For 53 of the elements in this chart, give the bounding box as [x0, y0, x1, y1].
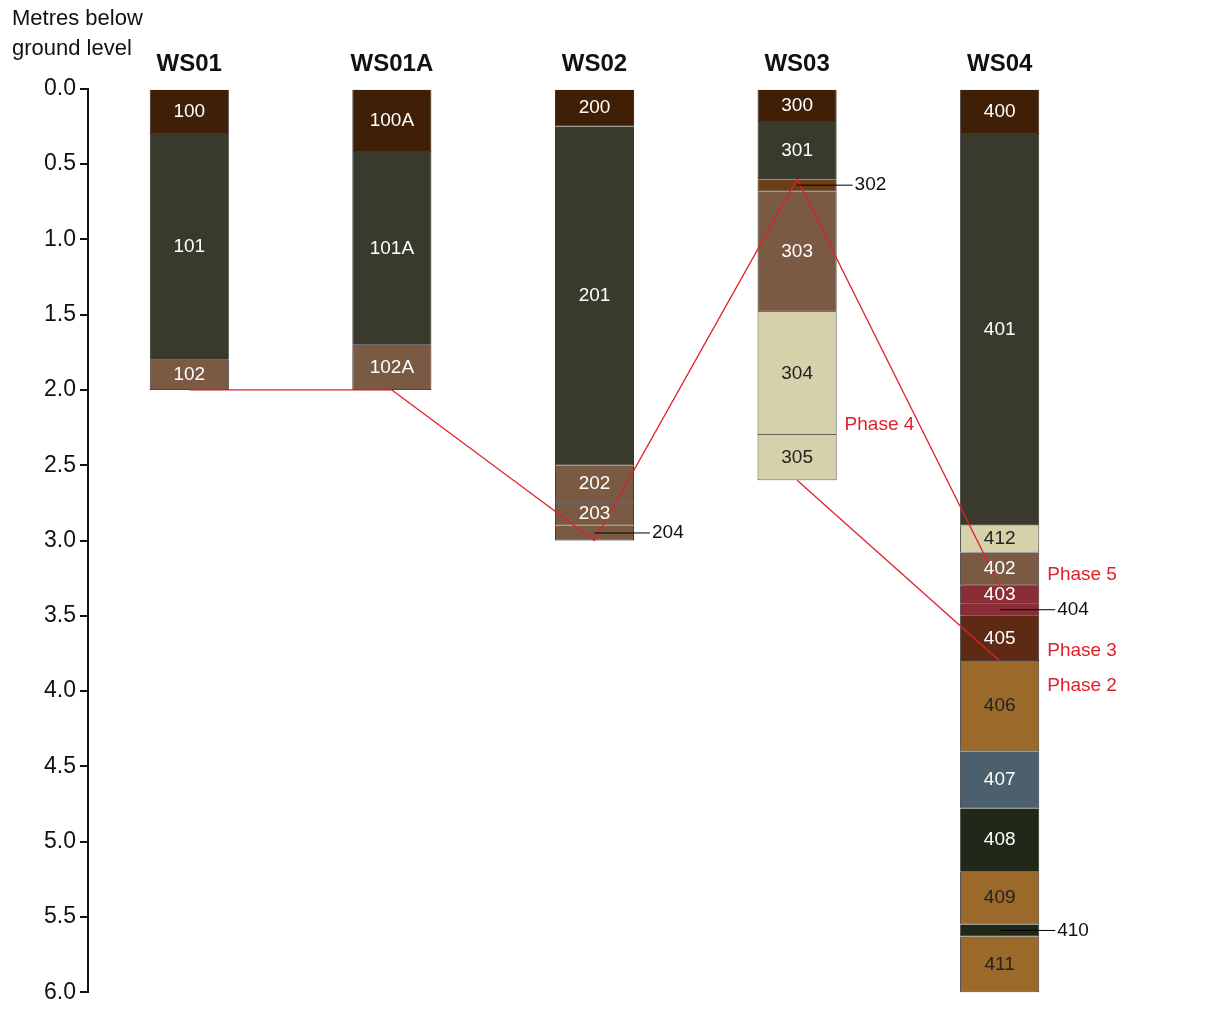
x-tick-label: WS01 [156, 49, 222, 77]
y-tick-label: 2.0 [43, 375, 76, 402]
y-tick-label: 6.0 [43, 977, 76, 1004]
series-label: 402 [983, 557, 1016, 579]
series-label: 412 [983, 527, 1016, 549]
x-tick-label: WS02 [561, 49, 628, 77]
series-label: 400 [983, 100, 1016, 122]
series-label: 305 [781, 445, 813, 467]
y-tick-label: 0.5 [43, 149, 76, 176]
series-label: 100A [369, 109, 415, 131]
series-label: 200 [578, 96, 611, 118]
series-label: 301 [781, 138, 813, 160]
series-label: 408 [983, 828, 1016, 850]
series-label: 201 [578, 284, 611, 306]
y-tick-label: 0.0 [43, 74, 76, 101]
y-tick-label: 4.5 [43, 751, 76, 778]
series-label: 102A [369, 355, 415, 377]
y-tick-label: 3.0 [43, 525, 76, 552]
series-label: 100 [173, 100, 206, 122]
series-label: 102 [173, 363, 206, 385]
series-label: 404 [1057, 598, 1090, 619]
y-tick-label: 2.5 [43, 450, 76, 477]
x-tick-label: WS03 [764, 49, 830, 77]
series-label: 302 [854, 173, 887, 195]
series-label: 409 [983, 886, 1016, 908]
y-tick-label: 3.5 [43, 601, 76, 628]
x-tick-label: WS01A [350, 49, 434, 77]
y-axis-title: Metres below ground level [12, 5, 143, 61]
series-label: 300 [781, 94, 813, 116]
annotation: Phase 4 [844, 412, 915, 434]
annotation: Phase 3 [1047, 638, 1117, 660]
series-label: 101 [173, 235, 206, 257]
series-label: 203 [578, 502, 611, 524]
series-label: 401 [983, 317, 1016, 339]
series-label: 304 [781, 361, 814, 383]
annotation: Phase 2 [1047, 673, 1117, 695]
series-label: 410 [1057, 918, 1089, 940]
series-label: 204 [651, 521, 685, 543]
series-label: 403 [983, 582, 1016, 604]
series-label: 101A [369, 236, 415, 258]
y-tick-label: 4.0 [43, 676, 76, 703]
y-tick-label: 5.0 [43, 826, 76, 853]
annotation: Phase 5 [1047, 563, 1117, 585]
series-label: 202 [578, 472, 611, 494]
series-label: 405 [983, 626, 1016, 648]
series-label: 406 [983, 694, 1016, 716]
y-tick-label: 1.5 [43, 299, 76, 326]
series-label: 411 [984, 952, 1015, 974]
y-tick-label: 5.5 [43, 902, 76, 929]
y-tick-label: 1.0 [43, 224, 76, 251]
x-tick-label: WS04 [967, 49, 1034, 77]
series-label: 303 [781, 239, 813, 261]
series-label: 407 [983, 768, 1016, 790]
